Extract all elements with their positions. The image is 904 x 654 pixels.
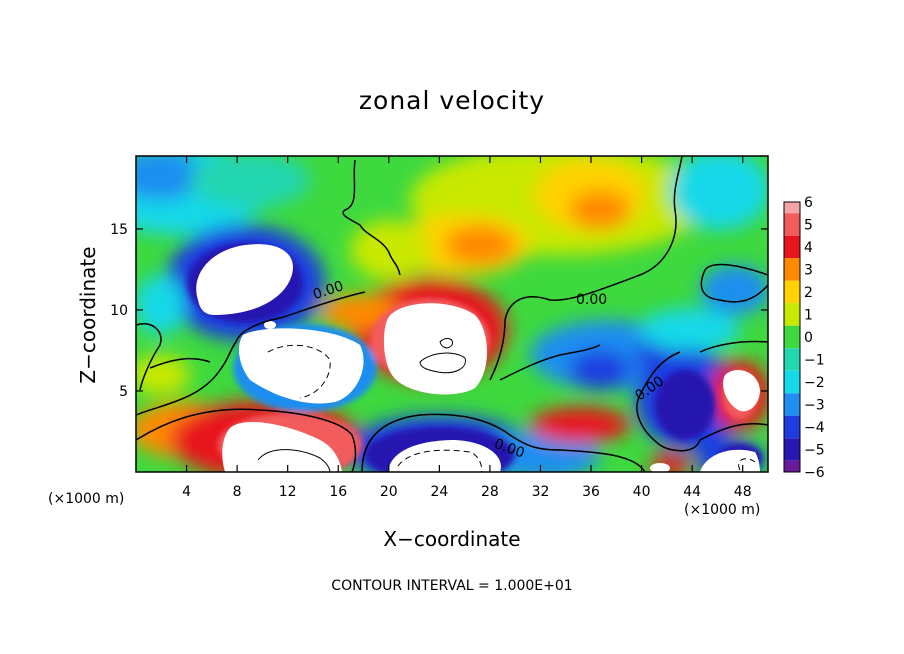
- negative-contours: [267, 344, 756, 472]
- colorbar-label: 6: [804, 195, 813, 211]
- colorbar-swatch: [784, 213, 800, 236]
- x-tick-label: 28: [481, 484, 499, 500]
- colorbar-swatch: [784, 393, 800, 416]
- x-tick-label: 16: [329, 484, 347, 500]
- colorbar-label: −2: [804, 375, 825, 391]
- x-unit-label-left: (×1000 m): [48, 491, 125, 507]
- x-tick-label: 32: [532, 484, 550, 500]
- plot-frame: [135, 155, 769, 473]
- y-tick-label: 15: [110, 222, 128, 238]
- colorbar-label: −6: [804, 465, 825, 481]
- x-tick-label: 4: [182, 484, 191, 500]
- contour-label: 0.00: [576, 292, 607, 308]
- colorbar-swatch: [784, 303, 800, 326]
- colorbar-swatch: [784, 280, 800, 304]
- plot-area: [136, 156, 768, 472]
- x-axis-ticks: 4 8 12 16 20 24 28 32 36 40 44 48: [182, 156, 752, 500]
- colorbar-label: 0: [804, 330, 813, 346]
- y-axis-ticks: 5 10 15: [110, 222, 768, 400]
- colorbar-swatch: [784, 235, 800, 259]
- colorbar-label: 5: [804, 218, 813, 234]
- y-tick-label: 5: [119, 384, 128, 400]
- colorbar-frame: [783, 201, 801, 473]
- colorbar-swatch: [784, 258, 800, 281]
- x-axis-label: X−coordinate: [383, 527, 521, 551]
- y-axis-label: Z−coordinate: [76, 246, 100, 384]
- colorbar-swatch: [784, 325, 800, 349]
- zero-contours: [136, 156, 768, 472]
- x-tick-label: 12: [279, 484, 297, 500]
- chart-title: zonal velocity: [358, 86, 546, 115]
- colorbar-label: −1: [804, 353, 825, 369]
- x-unit-label-right: (×1000 m): [684, 502, 761, 518]
- x-tick-label: 24: [430, 484, 448, 500]
- colorbar-label: −4: [804, 420, 825, 436]
- colorbar-swatch: [784, 460, 800, 472]
- colorbar-swatch: [784, 348, 800, 371]
- contour-interval-note: CONTOUR INTERVAL = 1.000E+01: [331, 578, 573, 594]
- x-tick-label: 44: [683, 484, 701, 500]
- colorbar-swatch: [784, 370, 800, 394]
- colorbar: 6 5 4 3 2 1 0 −1 −2 −3 −4 −5 −6: [783, 195, 825, 481]
- colorbar-swatch: [784, 415, 800, 439]
- colorbar-label: −5: [804, 443, 825, 459]
- x-tick-label: 48: [734, 484, 752, 500]
- colorbar-label: 4: [804, 240, 813, 256]
- x-tick-label: 40: [633, 484, 651, 500]
- saturated-regions: [196, 244, 760, 472]
- colorbar-label: 1: [804, 308, 813, 324]
- y-tick-label: 10: [110, 303, 128, 319]
- colorbar-label: −3: [804, 398, 825, 414]
- x-tick-label: 20: [380, 484, 398, 500]
- positive-contours: [257, 337, 466, 472]
- colorbar-label: 2: [804, 285, 813, 301]
- colorbar-label: 3: [804, 263, 813, 279]
- colorbar-swatch: [784, 438, 800, 461]
- x-tick-label: 8: [233, 484, 242, 500]
- colorbar-swatch: [784, 202, 800, 214]
- x-tick-label: 36: [582, 484, 600, 500]
